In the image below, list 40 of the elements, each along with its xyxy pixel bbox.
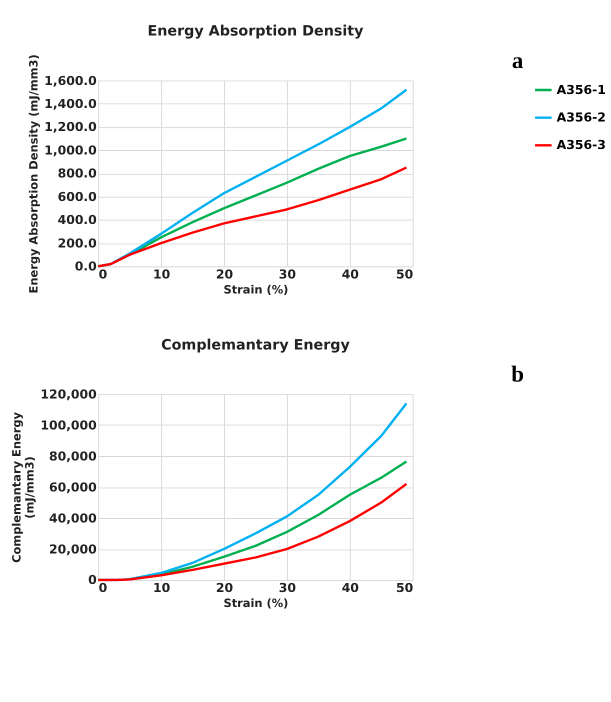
text: b <box>511 362 524 387</box>
y-tick-label: 200.0 <box>58 235 98 250</box>
y-tick-label: 600.0 <box>58 188 98 204</box>
y-tick-label: 1,000.0 <box>44 142 98 158</box>
y-axis-title: Complemantary Energy (mJ/mm3) <box>9 412 37 563</box>
x-tick-label: 0 <box>98 266 108 282</box>
x-tick-label: 20 <box>216 580 234 595</box>
y-tick-label: 0.0 <box>74 258 98 274</box>
y-tick-label: 800.0 <box>58 166 98 181</box>
x-tick-label: 50 <box>396 580 414 595</box>
y-tick-label: 20,000 <box>48 541 98 556</box>
y-axis-title: Energy Absorption Density (mJ/mm3) <box>26 54 41 294</box>
line-series <box>96 482 408 582</box>
x-tick-label: 40 <box>342 580 360 595</box>
x-axis-title: Strain (%) <box>223 282 288 297</box>
legend-label: A356-3 <box>556 137 606 152</box>
legend-label: A356-2 <box>556 109 606 124</box>
chart-title: Complemantary Energy <box>161 337 350 354</box>
text: a <box>512 48 524 74</box>
y-tick-label: 120,000 <box>40 386 98 402</box>
legend-label: A356-1 <box>556 82 606 97</box>
chart-title: Energy Absorption Density <box>147 24 364 40</box>
x-tick-label: 30 <box>278 580 296 595</box>
y-tick-label: 100,000 <box>40 417 98 432</box>
y-tick-label: 1,200.0 <box>44 119 98 134</box>
x-tick-label: 50 <box>396 266 414 282</box>
y-tick-label: 400.0 <box>58 212 98 228</box>
x-tick-label: 30 <box>278 266 296 282</box>
x-tick-label: 10 <box>152 266 171 282</box>
y-tick-label: 40,000 <box>48 510 98 526</box>
x-tick-label: 0 <box>98 580 108 595</box>
y-tick-label: 1,600.0 <box>44 72 98 88</box>
y-tick-label: 60,000 <box>48 479 98 494</box>
line-series <box>96 166 408 268</box>
x-tick-label: 10 <box>152 580 171 595</box>
x-axis-title: Strain (%) <box>223 596 288 610</box>
y-tick-label: 1,400.0 <box>44 96 98 111</box>
x-tick-label: 40 <box>342 266 360 282</box>
y-tick-label: 80,000 <box>48 448 98 464</box>
x-tick-label: 20 <box>216 266 234 282</box>
